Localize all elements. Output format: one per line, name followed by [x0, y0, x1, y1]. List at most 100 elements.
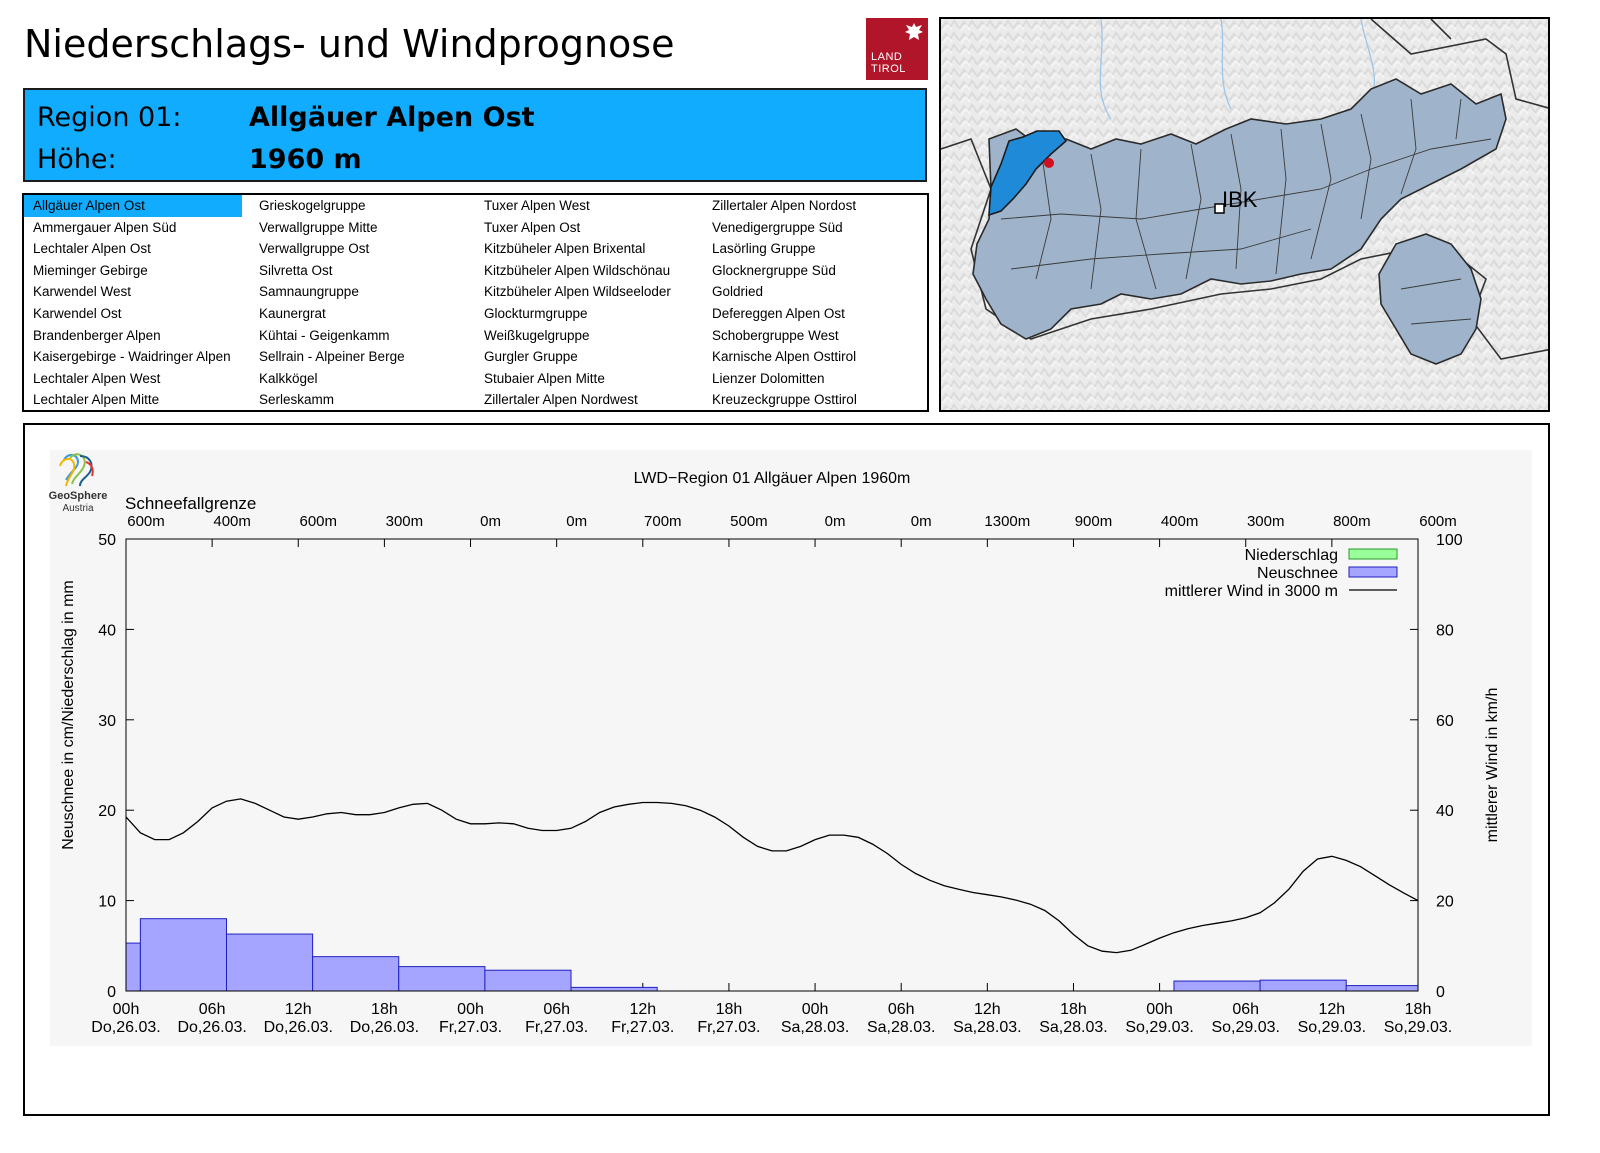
y-tick-label: 10 — [98, 894, 116, 911]
snow-bar — [225, 933, 314, 992]
region-list-item[interactable]: Kaisergebirge - Waidringer Alpen — [33, 349, 231, 365]
snowline-label: 400m — [1161, 513, 1199, 530]
region-list-item[interactable]: Kreuzeckgruppe Osttirol — [712, 392, 857, 408]
region-list-column-3: Tuxer Alpen West Tuxer Alpen Ost Kitzbühel… — [475, 195, 693, 411]
selected-region-area[interactable] — [988, 130, 1068, 217]
region-list-item[interactable]: Lechtaler Alpen Mitte — [33, 392, 160, 408]
region-list-item[interactable]: Lechtaler Alpen Ost — [33, 241, 151, 257]
snow-bar — [398, 966, 486, 992]
region-list-item[interactable]: Ammergauer Alpen Süd — [33, 219, 177, 235]
snowline-label: 600m — [300, 513, 338, 530]
snowline-label: 1300m — [984, 513, 1030, 530]
axis-labels: 0102030405002040608010000hDo,26.03.06hDo… — [60, 470, 1501, 1036]
region-list-item[interactable]: Glocknergruppe Süd — [712, 262, 836, 278]
region-list-item[interactable]: Kitzbüheler Alpen Wildschönau — [484, 262, 671, 278]
x-tick-label: 00h — [457, 1001, 484, 1018]
region-list: Allgäuer Alpen Ost Ammergauer Alpen Süd Le… — [22, 193, 929, 412]
region-list-item[interactable]: Karwendel West — [33, 284, 132, 300]
x-tick-day-label: Fr,27.03. — [525, 1019, 588, 1036]
region-list-item[interactable]: Serleskamm — [259, 392, 335, 408]
region-list-item[interactable]: Weißkugelgruppe — [484, 327, 590, 343]
x-tick-day-label: Fr,27.03. — [697, 1019, 760, 1036]
x-tick-label: 00h — [113, 1001, 140, 1018]
snow-bar — [312, 956, 400, 992]
region-list-item[interactable]: Verwallgruppe Ost — [259, 241, 370, 257]
region-list-item[interactable]: Sellrain - Alpeiner Berge — [259, 349, 405, 365]
region-list-item[interactable]: Stubaier Alpen Mitte — [484, 370, 605, 386]
x-tick-day-label: So,29.03. — [1298, 1019, 1367, 1036]
x-tick-label: 12h — [629, 1001, 656, 1018]
y2-tick-label: 40 — [1436, 803, 1454, 820]
y2-tick-label: 100 — [1436, 532, 1463, 549]
region-list-item[interactable]: Schobergruppe West — [712, 327, 839, 343]
y-tick-label: 0 — [107, 984, 116, 1001]
height-label: Höhe: — [37, 144, 117, 175]
region-list-item[interactable]: Grieskogelgruppe — [259, 198, 366, 213]
region-list-item[interactable]: Karnische Alpen Osttirol — [712, 349, 857, 365]
chart-title: LWD−Region 01 Allgäuer Alpen 1960m — [634, 470, 911, 487]
region-list-item[interactable]: Tuxer Alpen West — [484, 198, 590, 213]
region-list-item[interactable]: Mieminger Gebirge — [33, 262, 148, 278]
region-list-item[interactable]: Gurgler Gruppe — [484, 349, 578, 365]
region-list-item[interactable]: Kitzbüheler Alpen Brixental — [484, 241, 646, 257]
x-tick-label: 06h — [543, 1001, 570, 1018]
x-tick-day-label: Do,26.03. — [177, 1019, 246, 1036]
region-info-box: Region 01: Allgäuer Alpen Ost Höhe: 1960… — [23, 88, 927, 182]
region-list-item[interactable]: Karwendel Ost — [33, 305, 122, 321]
region-list-item[interactable]: Lechtaler Alpen West — [33, 370, 161, 386]
y2-axis-label: mittlerer Wind in km/h — [1484, 688, 1501, 843]
x-tick-day-label: Sa,28.03. — [867, 1019, 936, 1036]
region-list-item[interactable]: Defereggen Alpen Ost — [712, 305, 845, 321]
sub-region-borders — [1000, 98, 1492, 325]
y-axis-label: Neuschnee in cm/Niederschlag in mm — [60, 580, 77, 849]
y2-tick-label: 80 — [1436, 622, 1454, 639]
region-list-item[interactable]: Lienzer Dolomitten — [712, 370, 825, 386]
x-tick-label: 18h — [1405, 1001, 1432, 1018]
region-list-item[interactable]: Brandenberger Alpen — [33, 327, 161, 343]
region-list-item[interactable]: Zillertaler Alpen Nordost — [712, 198, 857, 213]
snowline-label: 600m — [1419, 513, 1457, 530]
y-tick-label: 20 — [98, 803, 116, 820]
x-tick-label: 12h — [974, 1001, 1001, 1018]
x-tick-day-label: Do,26.03. — [264, 1019, 333, 1036]
osttirol-area — [1378, 233, 1482, 365]
snowline-label: 500m — [730, 513, 768, 530]
location-marker-icon — [1044, 158, 1054, 168]
region-list-item[interactable]: Kühtai - Geigenkamm — [259, 327, 390, 343]
map-borders — [941, 19, 1548, 360]
region-list-item[interactable]: Lasörling Gruppe — [712, 241, 816, 257]
x-tick-label: 12h — [1319, 1001, 1346, 1018]
snowline-label: 300m — [386, 513, 424, 530]
x-tick-day-label: So,29.03. — [1211, 1019, 1280, 1036]
region-list-item[interactable]: Verwallgruppe Mitte — [259, 219, 378, 235]
region-list-item[interactable]: Glockturmgruppe — [484, 305, 588, 321]
legend-label: Niederschlag — [1245, 547, 1338, 564]
y-tick-label: 50 — [98, 532, 116, 549]
region-list-item[interactable]: Kaunergrat — [259, 305, 326, 321]
x-tick-label: 06h — [1232, 1001, 1259, 1018]
x-tick-day-label: Sa,28.03. — [1039, 1019, 1108, 1036]
snowline-label: 700m — [644, 513, 682, 530]
snowline-label: 800m — [1333, 513, 1371, 530]
x-tick-day-label: So,29.03. — [1125, 1019, 1194, 1036]
snowline-label: 400m — [213, 513, 251, 530]
region-list-item[interactable]: Kitzbüheler Alpen Wildseeloder — [484, 284, 671, 300]
x-tick-day-label: Sa,28.03. — [781, 1019, 850, 1036]
logo-text: LAND TIROL — [871, 51, 906, 75]
region-list-item[interactable]: Venedigergruppe Süd — [712, 219, 843, 235]
region-list-item[interactable]: Allgäuer Alpen Ost — [24, 195, 242, 217]
x-tick-day-label: Fr,27.03. — [439, 1019, 502, 1036]
region-list-item[interactable]: Silvretta Ost — [259, 262, 333, 278]
region-list-item[interactable]: Tuxer Alpen Ost — [484, 219, 581, 235]
geosphere-icon — [59, 453, 94, 487]
snow-bar — [1345, 985, 1419, 992]
x-tick-label: 00h — [1146, 1001, 1173, 1018]
region-list-item[interactable]: Goldried — [712, 284, 764, 300]
region-list-item[interactable]: Kalkkögel — [259, 370, 318, 386]
snowline-label: 600m — [127, 513, 165, 530]
region-list-item[interactable]: Samnaungruppe — [259, 284, 359, 300]
region-list-item[interactable]: Zillertaler Alpen Nordwest — [484, 392, 638, 408]
tirol-map[interactable]: IBK — [939, 17, 1550, 412]
snow-bar — [1259, 979, 1347, 992]
